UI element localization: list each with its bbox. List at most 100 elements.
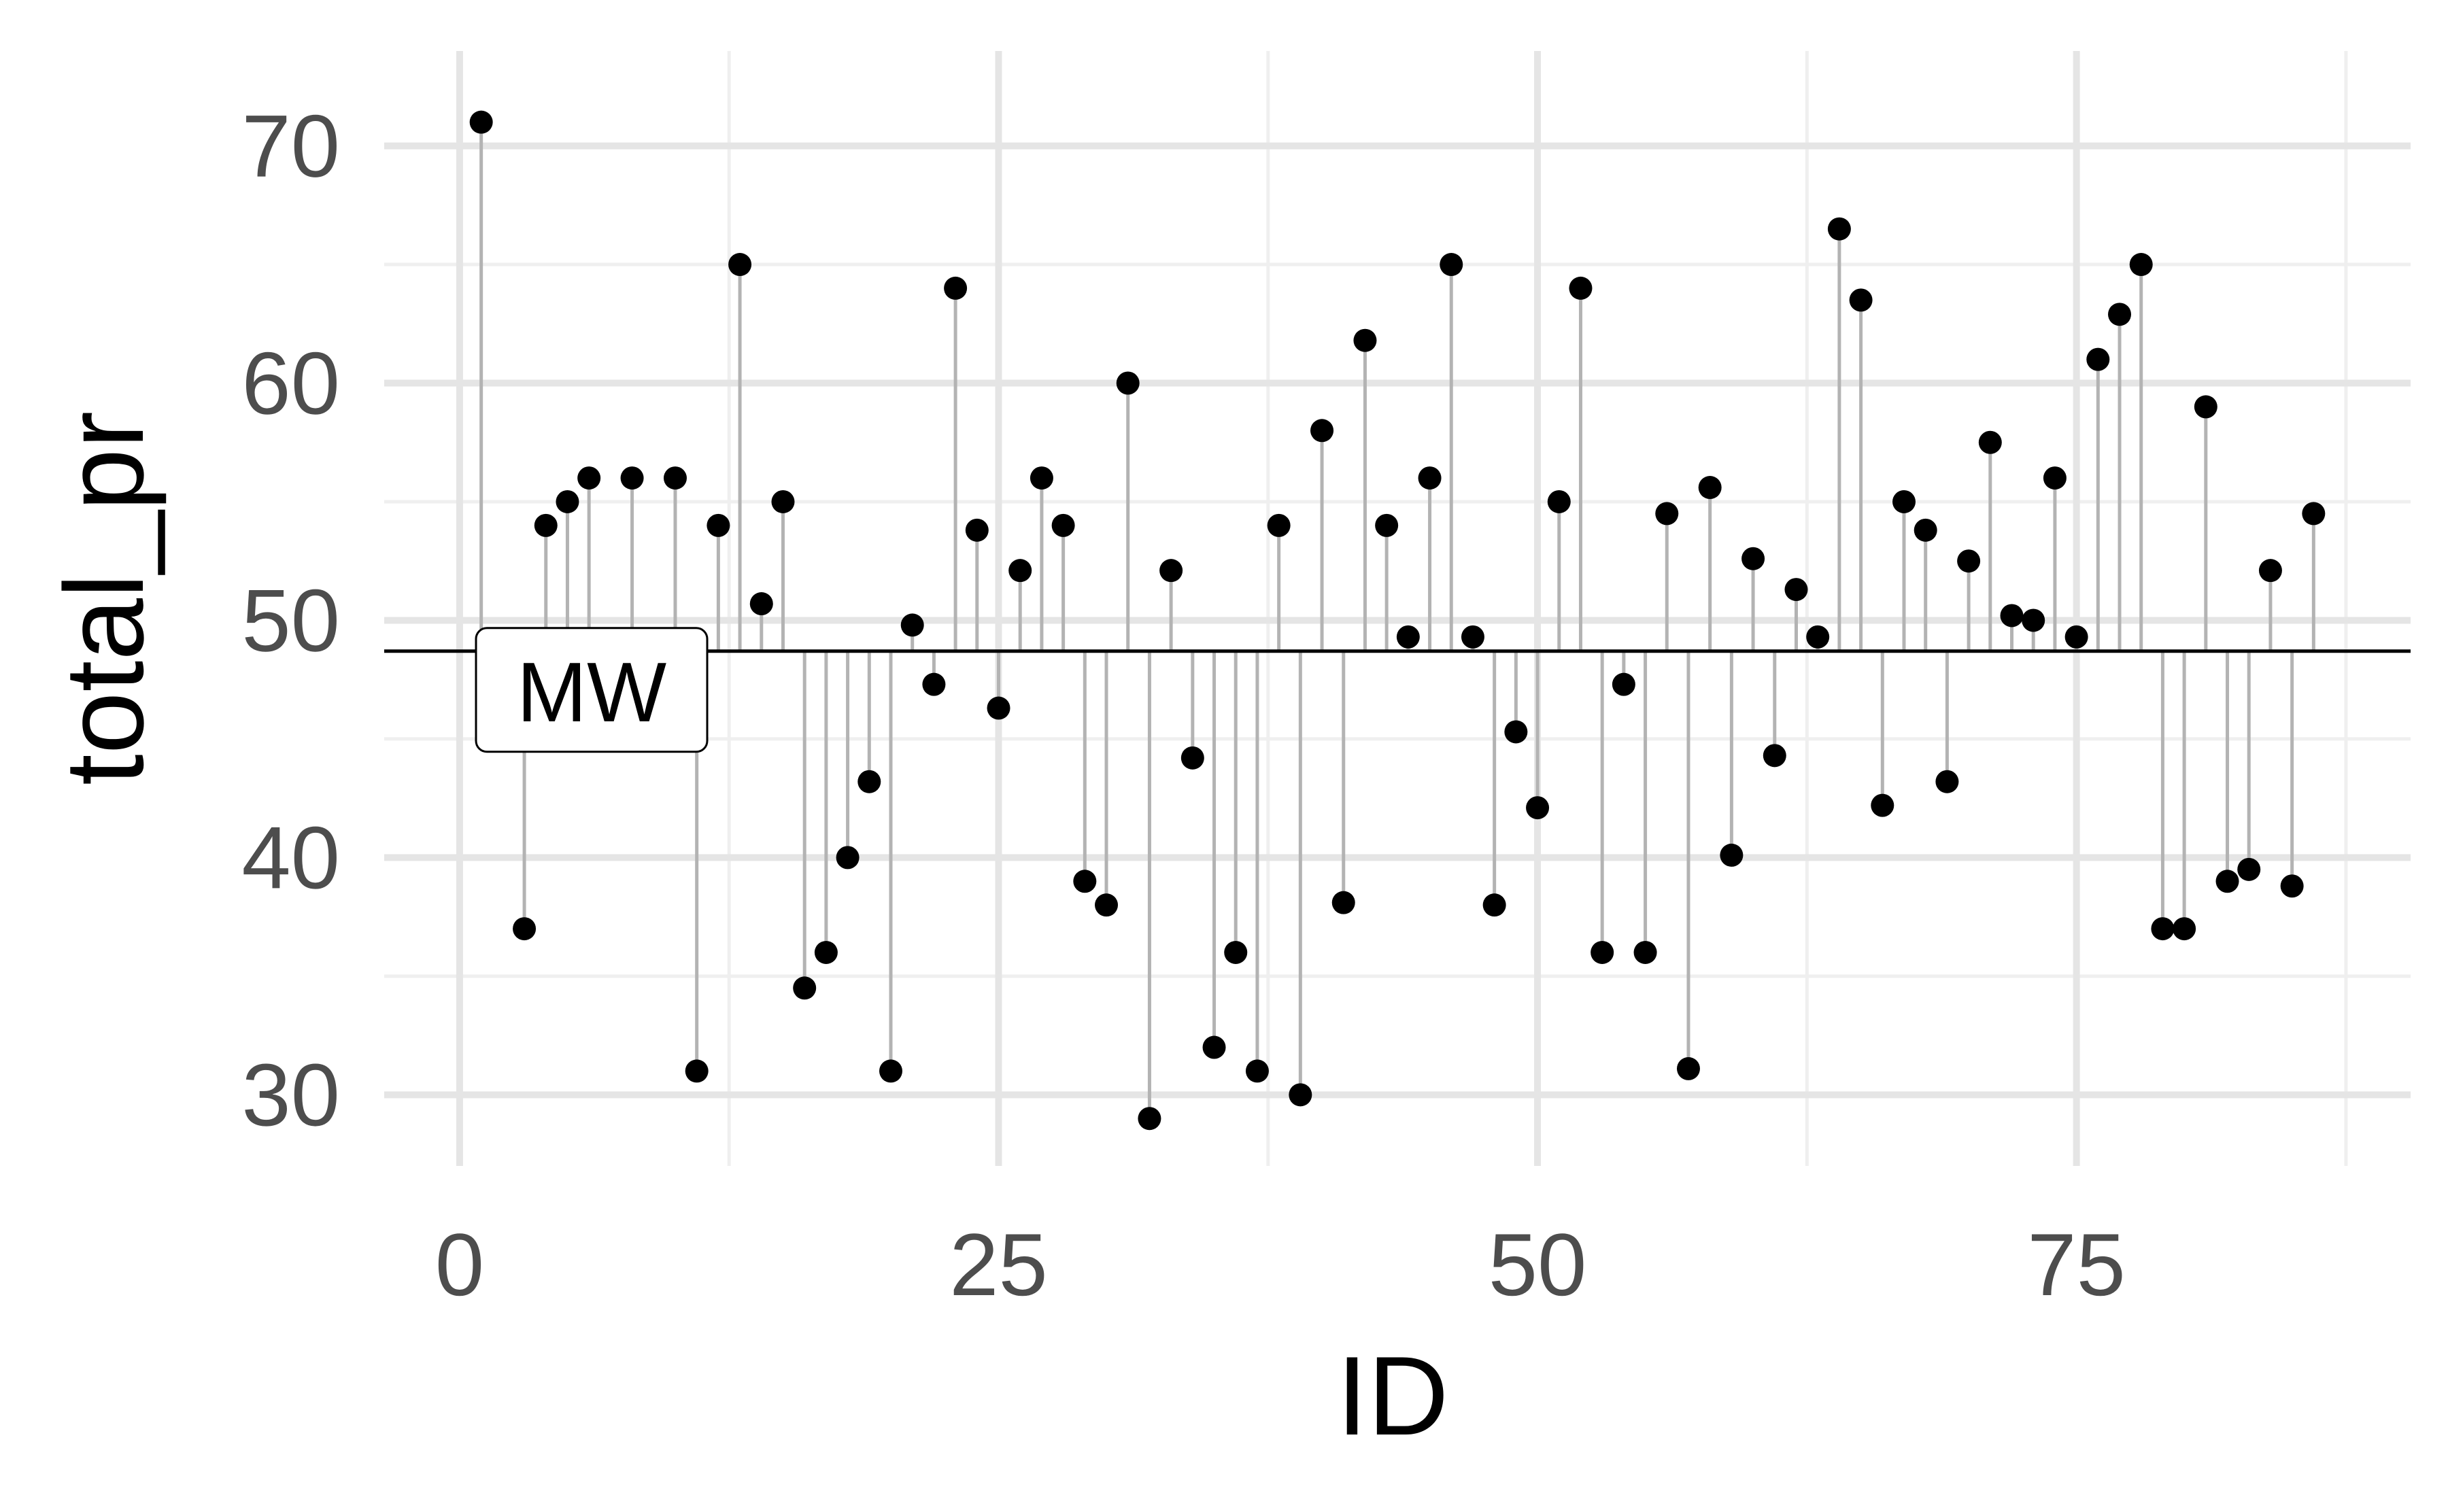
data-point bbox=[965, 518, 989, 542]
data-point bbox=[836, 846, 860, 870]
data-point bbox=[685, 1059, 709, 1083]
reference-label: MW bbox=[475, 627, 709, 753]
data-point bbox=[1245, 1059, 1269, 1083]
data-point bbox=[857, 770, 881, 793]
data-point bbox=[1289, 1083, 1312, 1107]
y-axis-title: total_pr bbox=[41, 411, 167, 785]
data-point bbox=[1720, 843, 1744, 867]
data-point bbox=[1978, 430, 2002, 454]
x-tick-label: 75 bbox=[2027, 1215, 2126, 1314]
data-point bbox=[1073, 870, 1097, 893]
data-point bbox=[707, 513, 730, 537]
y-tick-label: 70 bbox=[241, 97, 340, 196]
data-point bbox=[1095, 893, 1119, 917]
data-point bbox=[944, 276, 968, 300]
data-point bbox=[1440, 253, 1463, 277]
data-point bbox=[1461, 625, 1484, 649]
data-point bbox=[1935, 770, 1959, 793]
data-point bbox=[1806, 625, 1830, 649]
data-point bbox=[2064, 625, 2088, 649]
data-point bbox=[1633, 940, 1657, 964]
data-point bbox=[1375, 513, 1399, 537]
data-point bbox=[2237, 857, 2261, 881]
reference-label-box bbox=[475, 627, 709, 753]
data-point bbox=[2000, 604, 2024, 628]
data-point bbox=[1180, 746, 1204, 770]
data-point bbox=[1008, 559, 1032, 583]
data-point bbox=[1655, 502, 1679, 526]
data-points bbox=[469, 110, 2326, 1131]
x-axis-title: ID bbox=[1337, 1333, 1449, 1458]
data-point bbox=[900, 613, 924, 637]
data-point bbox=[620, 466, 644, 490]
major-grid bbox=[384, 51, 2411, 1166]
minor-grid bbox=[384, 51, 2411, 1166]
data-point bbox=[987, 696, 1010, 720]
data-point bbox=[2215, 870, 2239, 893]
data-point bbox=[1784, 578, 1808, 602]
y-tick-label: 50 bbox=[241, 570, 340, 670]
data-point bbox=[879, 1059, 902, 1083]
data-point bbox=[556, 489, 579, 513]
data-point bbox=[513, 917, 537, 941]
data-point bbox=[1676, 1056, 1700, 1080]
data-point bbox=[1591, 940, 1614, 964]
reference-label-text: MW bbox=[517, 646, 666, 740]
x-tick-labels: 0 25 50 75 bbox=[435, 1215, 2126, 1314]
data-point bbox=[1353, 328, 1377, 352]
data-point bbox=[1310, 419, 1334, 443]
x-tick-label: 25 bbox=[949, 1215, 1048, 1314]
data-point bbox=[1224, 940, 1248, 964]
data-point bbox=[1827, 217, 1851, 241]
data-point bbox=[2022, 608, 2045, 632]
data-point bbox=[1396, 625, 1420, 649]
data-point bbox=[2151, 917, 2175, 941]
data-point bbox=[2129, 253, 2153, 277]
data-point bbox=[1871, 793, 1894, 817]
data-point bbox=[1116, 371, 1140, 395]
data-point bbox=[1892, 489, 1916, 513]
data-point bbox=[577, 466, 601, 490]
data-point bbox=[728, 253, 752, 277]
data-point bbox=[2108, 303, 2132, 326]
data-point bbox=[2280, 874, 2304, 898]
data-point bbox=[2043, 466, 2067, 490]
data-point bbox=[1267, 513, 1291, 537]
data-point bbox=[534, 513, 558, 537]
data-point bbox=[771, 489, 795, 513]
data-point bbox=[1547, 489, 1571, 513]
data-point bbox=[1698, 476, 1722, 500]
data-point bbox=[1418, 466, 1442, 490]
data-point bbox=[1482, 893, 1506, 917]
data-point bbox=[1612, 672, 1635, 696]
x-tick-label: 0 bbox=[435, 1215, 484, 1314]
data-point bbox=[1138, 1107, 1161, 1131]
y-tick-label: 60 bbox=[241, 334, 340, 433]
lollipop-segments bbox=[479, 122, 2315, 1119]
y-tick-label: 40 bbox=[241, 808, 340, 907]
data-point bbox=[1849, 288, 1873, 312]
y-tick-labels: 30 40 50 60 70 bbox=[241, 97, 340, 1145]
data-point bbox=[2194, 395, 2217, 419]
data-point bbox=[793, 976, 817, 1000]
data-point bbox=[749, 592, 773, 616]
x-tick-label: 50 bbox=[1489, 1215, 1587, 1314]
data-point bbox=[1504, 720, 1528, 744]
data-point bbox=[814, 940, 838, 964]
data-point bbox=[2173, 917, 2196, 941]
data-point bbox=[1051, 513, 1075, 537]
data-point bbox=[663, 466, 687, 490]
data-point bbox=[922, 672, 946, 696]
data-point bbox=[1526, 796, 1550, 820]
data-point bbox=[1159, 559, 1183, 583]
data-point bbox=[2086, 347, 2110, 371]
data-point bbox=[2258, 559, 2282, 583]
data-point bbox=[1763, 744, 1786, 768]
data-point bbox=[1202, 1035, 1226, 1059]
data-point bbox=[469, 110, 493, 134]
data-point bbox=[1569, 276, 1593, 300]
data-point bbox=[1030, 466, 1053, 490]
data-point bbox=[1914, 518, 1937, 542]
